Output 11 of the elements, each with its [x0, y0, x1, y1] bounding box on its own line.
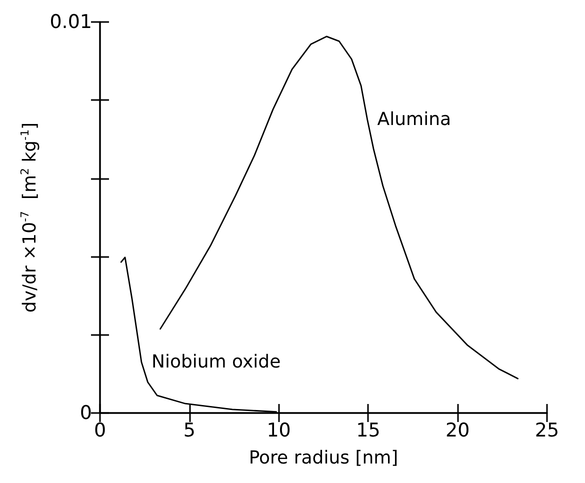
x-tick-label: 20 — [446, 420, 470, 442]
x-tick-label: 15 — [356, 420, 380, 442]
series-label: Niobium oxide — [151, 352, 281, 373]
x-tick-label: 5 — [183, 420, 196, 442]
x-tick-label: 25 — [534, 420, 560, 442]
x-tick-label: 0 — [94, 420, 106, 442]
y-axis-title: dv/dr ×10-7 [m2 kg-1] — [18, 122, 40, 313]
series-label: Alumina — [377, 108, 452, 130]
x-axis-title: Pore radius [nm] — [248, 448, 398, 468]
x-tick-label: 10 — [266, 420, 291, 442]
y-tick-label: 0.01 — [50, 11, 92, 33]
